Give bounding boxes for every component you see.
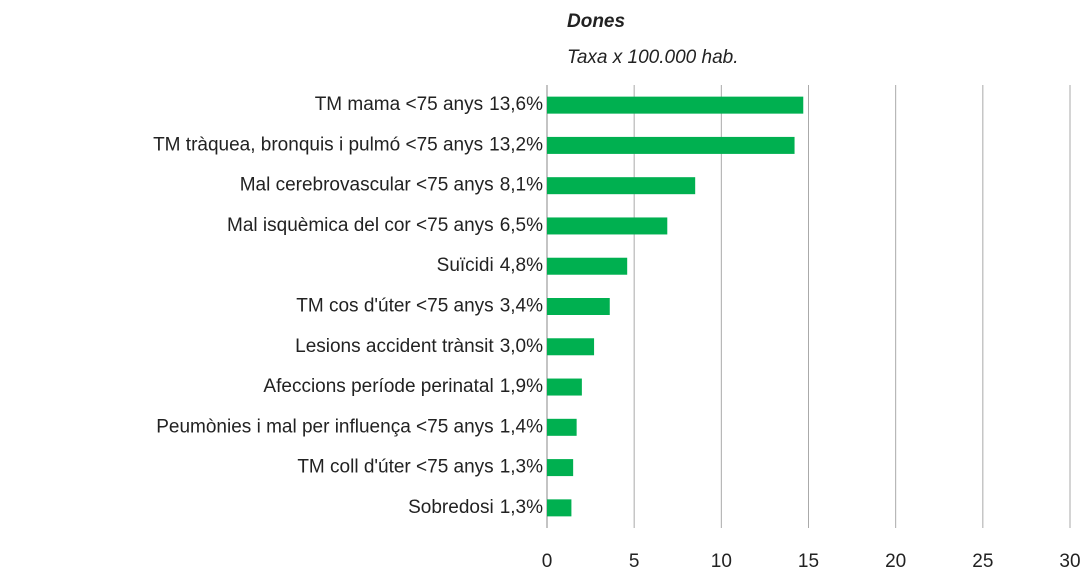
bar <box>547 177 696 195</box>
bar <box>547 96 804 114</box>
x-tick-label: 10 <box>711 551 732 572</box>
x-tick-label: 15 <box>798 551 819 572</box>
bar <box>547 499 572 517</box>
share-label: 13,2% <box>489 134 543 155</box>
category-label: Suïcidi 4,8% <box>437 255 543 276</box>
category-name: TM cos d'úter <75 anys <box>296 296 493 317</box>
category-label: Mal isquèmica del cor <75 anys 6,5% <box>227 215 543 236</box>
bar <box>547 459 574 477</box>
category-label: Lesions accident trànsit 3,0% <box>295 336 543 357</box>
category-name: Lesions accident trànsit <box>295 336 494 357</box>
share-label: 1,9% <box>500 376 543 397</box>
bar <box>547 298 610 315</box>
share-label: 8,1% <box>500 175 543 196</box>
category-label: TM cos d'úter <75 anys 3,4% <box>296 296 543 317</box>
share-label: 6,5% <box>500 215 543 236</box>
category-name: Sobredosi <box>408 497 494 518</box>
share-label: 1,3% <box>500 457 543 478</box>
category-name: Mal isquèmica del cor <75 anys <box>227 215 494 236</box>
share-label: 1,4% <box>500 416 543 437</box>
category-name: TM coll d'úter <75 anys <box>297 457 493 478</box>
category-name: Peumònies i mal per influença <75 anys <box>156 416 493 437</box>
category-label: Afeccions període perinatal 1,9% <box>263 376 543 397</box>
share-label: 1,3% <box>500 497 543 518</box>
category-label: TM mama <75 anys 13,6% <box>315 94 543 115</box>
share-label: 3,0% <box>500 336 543 357</box>
bar <box>547 338 595 356</box>
bar <box>547 378 582 396</box>
category-label: Mal cerebrovascular <75 anys 8,1% <box>240 175 543 196</box>
category-name: Mal cerebrovascular <75 anys <box>240 175 494 196</box>
category-label: TM tràquea, bronquis i pulmó <75 anys 13,… <box>153 134 543 155</box>
x-tick-label: 0 <box>542 551 553 572</box>
x-tick-label: 30 <box>1059 551 1080 572</box>
x-tick-label: 20 <box>885 551 906 572</box>
bar <box>547 217 668 235</box>
bar <box>547 257 628 275</box>
x-tick-label: 5 <box>629 551 640 572</box>
chart-subtitle: Taxa x 100.000 hab. <box>567 47 739 68</box>
category-name: TM mama <75 anys <box>315 94 483 115</box>
category-name: Suïcidi <box>437 255 494 276</box>
bar <box>547 418 577 436</box>
bar <box>547 136 795 154</box>
category-label: TM coll d'úter <75 anys 1,3% <box>297 457 543 478</box>
x-tick-label: 25 <box>972 551 993 572</box>
category-label: Peumònies i mal per influença <75 anys 1,… <box>156 416 543 437</box>
category-name: Afeccions període perinatal <box>263 376 493 397</box>
share-label: 4,8% <box>500 255 543 276</box>
share-label: 3,4% <box>500 296 543 317</box>
category-name: TM tràquea, bronquis i pulmó <75 anys <box>153 134 483 155</box>
category-label: Sobredosi 1,3% <box>408 497 543 518</box>
share-label: 13,6% <box>489 94 543 115</box>
chart-title: Dones <box>567 11 625 32</box>
